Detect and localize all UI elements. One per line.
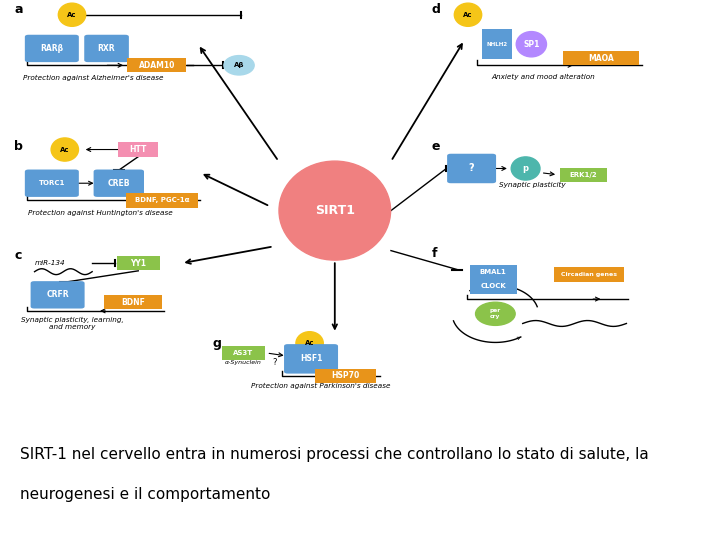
Ellipse shape	[511, 157, 540, 180]
Text: Ac: Ac	[305, 340, 315, 346]
FancyBboxPatch shape	[104, 295, 162, 309]
Text: Ac: Ac	[463, 12, 473, 18]
Text: BDNF: BDNF	[121, 298, 145, 307]
Text: b: b	[14, 139, 23, 152]
Text: CREB: CREB	[107, 179, 130, 188]
Ellipse shape	[279, 161, 391, 260]
FancyBboxPatch shape	[482, 30, 512, 59]
FancyBboxPatch shape	[470, 279, 517, 294]
Text: NHLH2: NHLH2	[486, 42, 508, 47]
Text: g: g	[212, 338, 221, 350]
Ellipse shape	[454, 3, 482, 26]
Text: SIRT-1 nel cervello entra in numerosi processi che controllano lo stato di salut: SIRT-1 nel cervello entra in numerosi pr…	[20, 447, 649, 462]
Ellipse shape	[296, 332, 323, 355]
Text: ADAM10: ADAM10	[139, 61, 175, 70]
Text: Protection against Huntington's disease: Protection against Huntington's disease	[28, 210, 174, 216]
Text: Anxiety and mood alteration: Anxiety and mood alteration	[492, 74, 595, 80]
Text: CLOCK: CLOCK	[480, 284, 506, 289]
Ellipse shape	[51, 138, 78, 161]
FancyBboxPatch shape	[554, 267, 624, 282]
Ellipse shape	[516, 31, 546, 57]
Text: HSP70: HSP70	[331, 371, 360, 380]
Text: BDNF, PGC-1α: BDNF, PGC-1α	[135, 198, 189, 204]
FancyBboxPatch shape	[447, 154, 496, 183]
Text: Protection against Alzheimer's disease: Protection against Alzheimer's disease	[23, 75, 164, 81]
Text: YY1: YY1	[130, 259, 146, 268]
FancyBboxPatch shape	[94, 170, 144, 197]
Text: miR-134: miR-134	[35, 260, 66, 266]
Text: CRFR: CRFR	[46, 291, 69, 299]
FancyBboxPatch shape	[563, 51, 639, 65]
Text: per
cry: per cry	[490, 308, 501, 319]
Text: α-Synuclein: α-Synuclein	[225, 360, 261, 365]
Text: ?: ?	[469, 164, 474, 173]
Text: f: f	[432, 247, 438, 260]
Text: neurogenesi e il comportamento: neurogenesi e il comportamento	[20, 488, 271, 502]
Text: d: d	[432, 3, 441, 16]
FancyBboxPatch shape	[30, 281, 85, 308]
Text: Aβ: Aβ	[234, 62, 244, 68]
Text: e: e	[432, 139, 441, 152]
FancyBboxPatch shape	[560, 167, 606, 182]
Text: Ac: Ac	[67, 12, 77, 18]
FancyBboxPatch shape	[315, 368, 376, 383]
Text: Ac: Ac	[60, 146, 70, 152]
FancyBboxPatch shape	[470, 265, 517, 279]
Text: BMAL1: BMAL1	[480, 269, 507, 275]
Ellipse shape	[224, 56, 254, 75]
Ellipse shape	[58, 3, 86, 26]
Text: HTT: HTT	[130, 145, 147, 154]
FancyBboxPatch shape	[84, 35, 129, 62]
Text: p: p	[523, 164, 528, 173]
FancyBboxPatch shape	[222, 346, 265, 360]
FancyBboxPatch shape	[117, 256, 160, 271]
Ellipse shape	[475, 302, 516, 326]
FancyBboxPatch shape	[284, 344, 338, 374]
Text: ERK1/2: ERK1/2	[570, 172, 597, 178]
Text: SIRT1: SIRT1	[315, 204, 355, 217]
Text: ?: ?	[272, 357, 276, 367]
Text: Synaptic plasticity, learning,: Synaptic plasticity, learning,	[21, 317, 123, 323]
Text: MAOA: MAOA	[588, 53, 614, 63]
Text: TORC1: TORC1	[39, 180, 65, 186]
Text: Circadian genes: Circadian genes	[561, 272, 617, 277]
FancyBboxPatch shape	[24, 170, 78, 197]
Text: a: a	[14, 3, 23, 16]
Text: Synaptic plasticity: Synaptic plasticity	[500, 183, 566, 188]
FancyBboxPatch shape	[126, 193, 198, 208]
FancyBboxPatch shape	[24, 35, 78, 62]
Text: c: c	[14, 249, 22, 262]
Text: AS3T: AS3T	[233, 350, 253, 356]
Text: HSF1: HSF1	[300, 354, 323, 363]
FancyBboxPatch shape	[119, 143, 158, 157]
Text: RXR: RXR	[98, 44, 115, 53]
Text: SP1: SP1	[523, 40, 539, 49]
Text: Protection against Parkinson's disease: Protection against Parkinson's disease	[251, 383, 390, 389]
Text: RARβ: RARβ	[40, 44, 63, 53]
Text: and memory: and memory	[49, 323, 95, 329]
FancyBboxPatch shape	[127, 58, 186, 72]
